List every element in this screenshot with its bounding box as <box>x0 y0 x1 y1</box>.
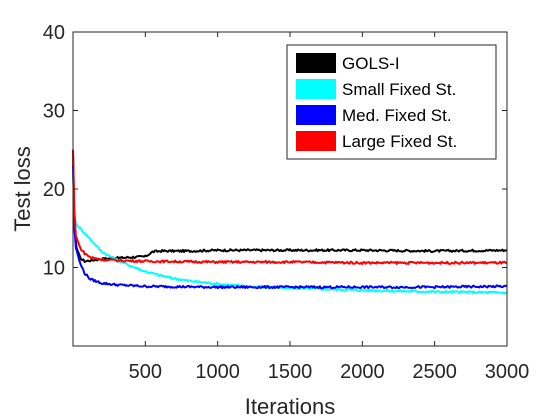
legend-swatch <box>296 105 336 125</box>
series-line-med-fixed-st <box>72 165 508 290</box>
x-tick-label: 1500 <box>268 361 313 383</box>
tick-layer: 500 1000 1500 2000 2500 3000 10 20 30 40 <box>43 22 530 383</box>
series-line-gols-i <box>72 149 508 263</box>
x-tick-label: 3000 <box>485 361 530 383</box>
series-line-large-fixed-st <box>72 149 508 265</box>
x-tick-label: 2000 <box>340 361 385 383</box>
x-tick-label: 500 <box>129 361 162 383</box>
x-tick-label: 1000 <box>195 361 240 383</box>
legend-swatch <box>296 131 336 151</box>
y-tick-label: 40 <box>43 22 65 44</box>
y-tick-label: 30 <box>43 101 65 123</box>
y-axis-title: Test loss <box>10 146 35 232</box>
y-tick-label: 20 <box>43 179 65 201</box>
legend-label: GOLS-I <box>342 54 400 73</box>
legend-label: Large Fixed St. <box>342 132 457 151</box>
legend-swatch <box>296 53 336 73</box>
legend: GOLS-I Small Fixed St. Med. Fixed St. Large… <box>286 44 497 160</box>
y-tick-label: 10 <box>43 258 65 280</box>
legend-label: Med. Fixed St. <box>342 106 452 125</box>
legend-label: Small Fixed St. <box>342 80 456 99</box>
series-layer <box>72 149 508 295</box>
x-tick-label: 2500 <box>412 361 457 383</box>
x-axis-title: Iterations <box>245 394 336 419</box>
legend-swatch <box>296 79 336 99</box>
